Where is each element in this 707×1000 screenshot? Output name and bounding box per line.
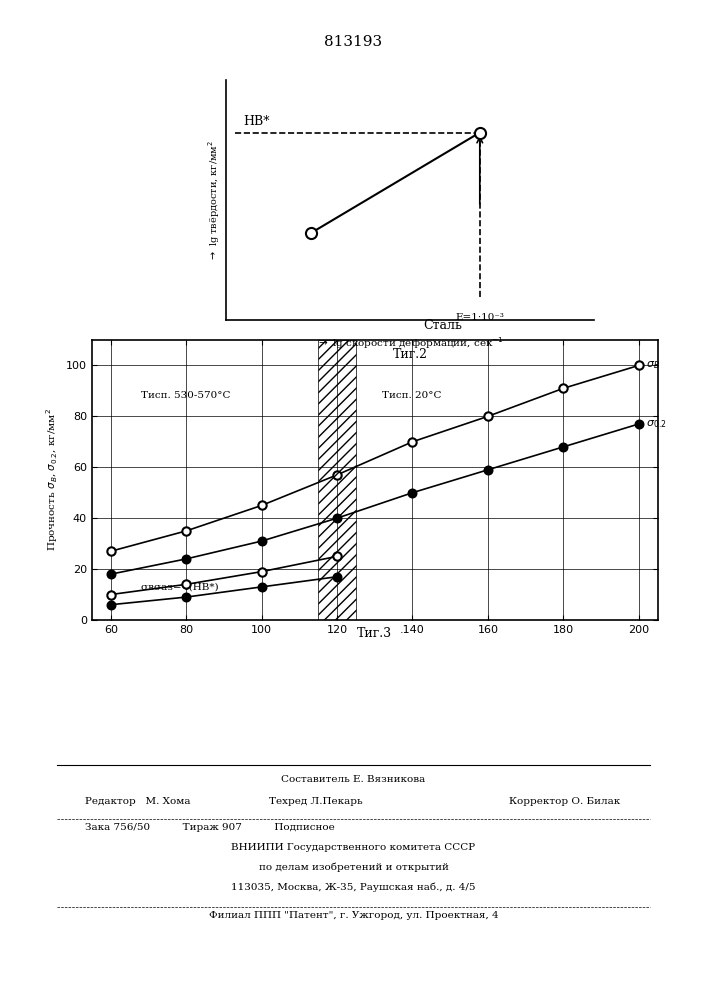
- Text: Составитель Е. Вязникова: Составитель Е. Вязникова: [281, 775, 426, 784]
- Text: ВНИИПИ Государственного комитета СССР: ВНИИПИ Государственного комитета СССР: [231, 843, 476, 852]
- Text: Зака 756/50          Тираж 907          Подписное: Зака 756/50 Тираж 907 Подписное: [85, 823, 334, 832]
- Text: $\sigma_B$: $\sigma_B$: [646, 360, 660, 371]
- Text: $\rightarrow$ lg скорости деформации, сек$^{-1}$: $\rightarrow$ lg скорости деформации, се…: [316, 335, 504, 351]
- Text: по делам изобретений и открытий: по делам изобретений и открытий: [259, 863, 448, 872]
- Text: Tисп. 530-570°C: Tисп. 530-570°C: [141, 391, 230, 400]
- Text: Техред Л.Пекарь: Техред Л.Пекарь: [269, 797, 362, 806]
- Text: Сталь: Сталь: [423, 319, 462, 332]
- Text: Τиг.2: Τиг.2: [392, 348, 428, 361]
- Text: Tисп. 20°C: Tисп. 20°C: [382, 391, 442, 400]
- Text: НВ*: НВ*: [243, 115, 269, 128]
- Text: Редактор   М. Хома: Редактор М. Хома: [85, 797, 190, 806]
- Bar: [318, 340, 356, 620]
- Text: 813193: 813193: [325, 35, 382, 49]
- Text: Ε=1·10⁻³: Ε=1·10⁻³: [455, 313, 504, 322]
- Text: Τиг.3: Τиг.3: [357, 627, 392, 640]
- Text: Корректор О. Билак: Корректор О. Билак: [509, 797, 620, 806]
- Text: σвσаз= f(НВ*): σвσаз= f(НВ*): [141, 582, 218, 591]
- Text: 113035, Москва, Ж-35, Раушская наб., д. 4/5: 113035, Москва, Ж-35, Раушская наб., д. …: [231, 883, 476, 892]
- Y-axis label: $\rightarrow$ lg твёрдости, кг/мм$^2$: $\rightarrow$ lg твёрдости, кг/мм$^2$: [206, 139, 222, 261]
- Text: Филиал ППП "Патент", г. Ужгород, ул. Проектная, 4: Филиал ППП "Патент", г. Ужгород, ул. Про…: [209, 911, 498, 920]
- Y-axis label: Прочность $\sigma_B$, $\sigma_{0.2}$, кг/мм$^2$: Прочность $\sigma_B$, $\sigma_{0.2}$, кг…: [45, 409, 61, 551]
- Text: $\sigma_{0.2}$: $\sigma_{0.2}$: [646, 418, 667, 430]
